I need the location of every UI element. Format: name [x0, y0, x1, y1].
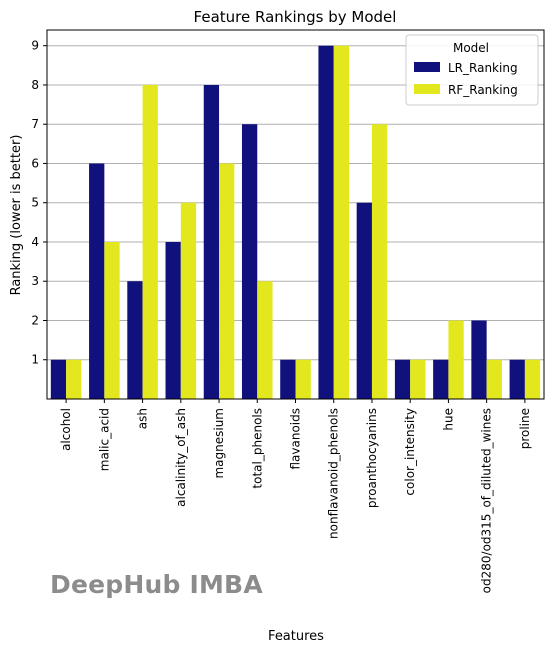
- bar-lr-ranking-magnesium: [203, 84, 220, 399]
- bar-lr-ranking-flavanoids: [280, 359, 296, 399]
- x-tick-label: hue: [441, 408, 455, 431]
- legend: Model LR_Ranking RF_Ranking: [405, 34, 539, 106]
- bar-rf-ranking-nonflavanoid-phenols: [333, 45, 350, 400]
- x-tick-label: magnesium: [212, 408, 226, 479]
- y-tick-label: 1: [31, 353, 39, 367]
- bar-rf-ranking-alcohol: [66, 359, 82, 399]
- bar-rf-ranking-total-phenols: [257, 281, 273, 399]
- bar-lr-ranking-od280-od315-of-diluted-wines: [471, 320, 487, 399]
- x-tick-label: alcohol: [59, 408, 73, 451]
- y-tick-label: 8: [31, 78, 39, 92]
- x-tick-label: nonflavanoid_phenols: [327, 408, 341, 539]
- bar-rf-ranking-magnesium: [219, 163, 235, 399]
- bar-lr-ranking-proline: [509, 359, 525, 399]
- bar-lr-ranking-malic-acid: [89, 163, 105, 399]
- bar-lr-ranking-ash: [127, 281, 143, 399]
- bar-lr-ranking-alcalinity-of-ash: [165, 241, 181, 399]
- legend-label-rf: RF_Ranking: [448, 83, 518, 97]
- legend-swatch-rf: [414, 84, 440, 94]
- bar-rf-ranking-proline: [524, 359, 541, 399]
- bar-rf-ranking-od280-od315-of-diluted-wines: [486, 359, 502, 399]
- bar-lr-ranking-total-phenols: [241, 124, 258, 399]
- x-tick-label: malic_acid: [97, 408, 111, 471]
- x-tick-label: flavanoids: [289, 408, 303, 470]
- y-tick-label: 9: [31, 39, 39, 53]
- bar-rf-ranking-color-intensity: [410, 359, 426, 399]
- x-tick-label: od280/od315_of_diluted_wines: [480, 408, 494, 593]
- x-axis-label: Features: [268, 629, 324, 644]
- y-tick-label: 3: [31, 274, 39, 288]
- watermark-text: DeepHub IMBA: [50, 570, 263, 599]
- x-axis-ticks: alcohol malic_acid ash alcalinity_of_ash mag…: [59, 399, 532, 593]
- y-tick-label: 7: [31, 117, 39, 131]
- y-axis-label: Ranking (lower is better): [9, 135, 24, 296]
- legend-swatch-lr: [414, 62, 440, 72]
- bar-lr-ranking-proanthocyanins: [356, 202, 372, 399]
- y-tick-label: 2: [31, 313, 39, 327]
- y-tick-label: 4: [31, 235, 39, 249]
- chart-title: Feature Rankings by Model: [194, 8, 397, 26]
- bar-rf-ranking-alcalinity-of-ash: [180, 202, 197, 399]
- bar-rf-ranking-flavanoids: [295, 359, 311, 399]
- bar-rf-ranking-malic-acid: [104, 241, 120, 399]
- x-tick-label: total_phenols: [250, 408, 264, 489]
- y-tick-label: 6: [31, 156, 39, 170]
- legend-title: Model: [453, 41, 489, 55]
- bar-lr-ranking-nonflavanoid-phenols: [318, 45, 334, 400]
- x-tick-label: ash: [136, 408, 150, 429]
- bar-rf-ranking-hue: [448, 320, 464, 399]
- bar-lr-ranking-alcohol: [50, 359, 67, 399]
- bars: [50, 45, 541, 400]
- bar-lr-ranking-color-intensity: [394, 359, 411, 399]
- x-tick-label: color_intensity: [403, 408, 417, 496]
- bar-lr-ranking-hue: [433, 359, 449, 399]
- bar-rf-ranking-ash: [142, 84, 158, 399]
- y-tick-label: 5: [31, 196, 39, 210]
- bar-rf-ranking-proanthocyanins: [371, 124, 388, 399]
- x-tick-label: proanthocyanins: [365, 408, 379, 508]
- x-tick-label: alcalinity_of_ash: [174, 408, 188, 507]
- legend-label-lr: LR_Ranking: [448, 61, 518, 75]
- x-tick-label: proline: [518, 408, 532, 449]
- y-axis-ticks: 1 2 3 4 5 6 7 8 9: [31, 39, 47, 367]
